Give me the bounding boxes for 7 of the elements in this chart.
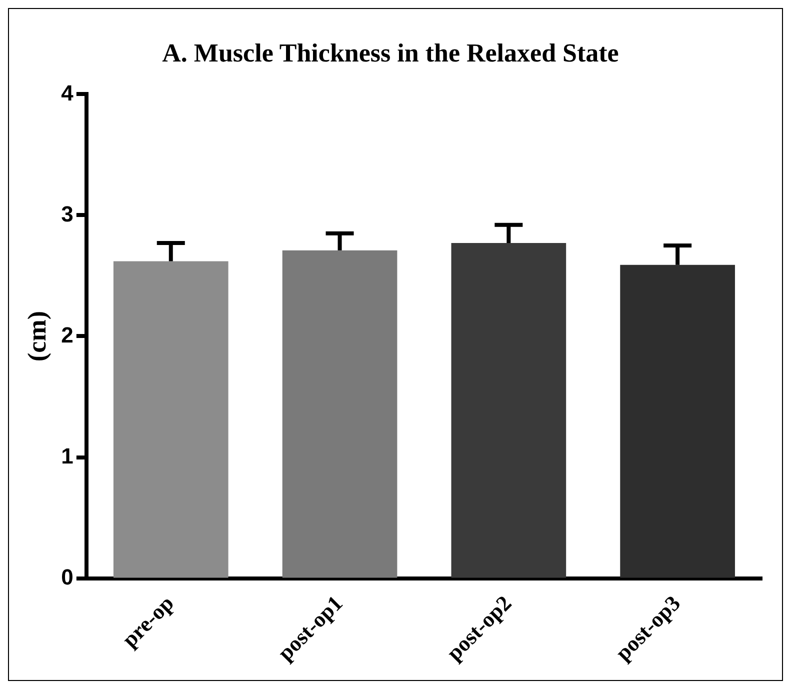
y-tick-label: 4 xyxy=(61,80,74,106)
y-tick-label: 2 xyxy=(61,322,74,348)
y-tick-label: 1 xyxy=(61,443,74,468)
y-tick-label: 3 xyxy=(61,201,74,226)
y-axis-title: (cm) xyxy=(22,310,52,362)
y-tick-label: 0 xyxy=(61,564,74,590)
chart-title: A. Muscle Thickness in the Relaxed State xyxy=(162,38,619,68)
